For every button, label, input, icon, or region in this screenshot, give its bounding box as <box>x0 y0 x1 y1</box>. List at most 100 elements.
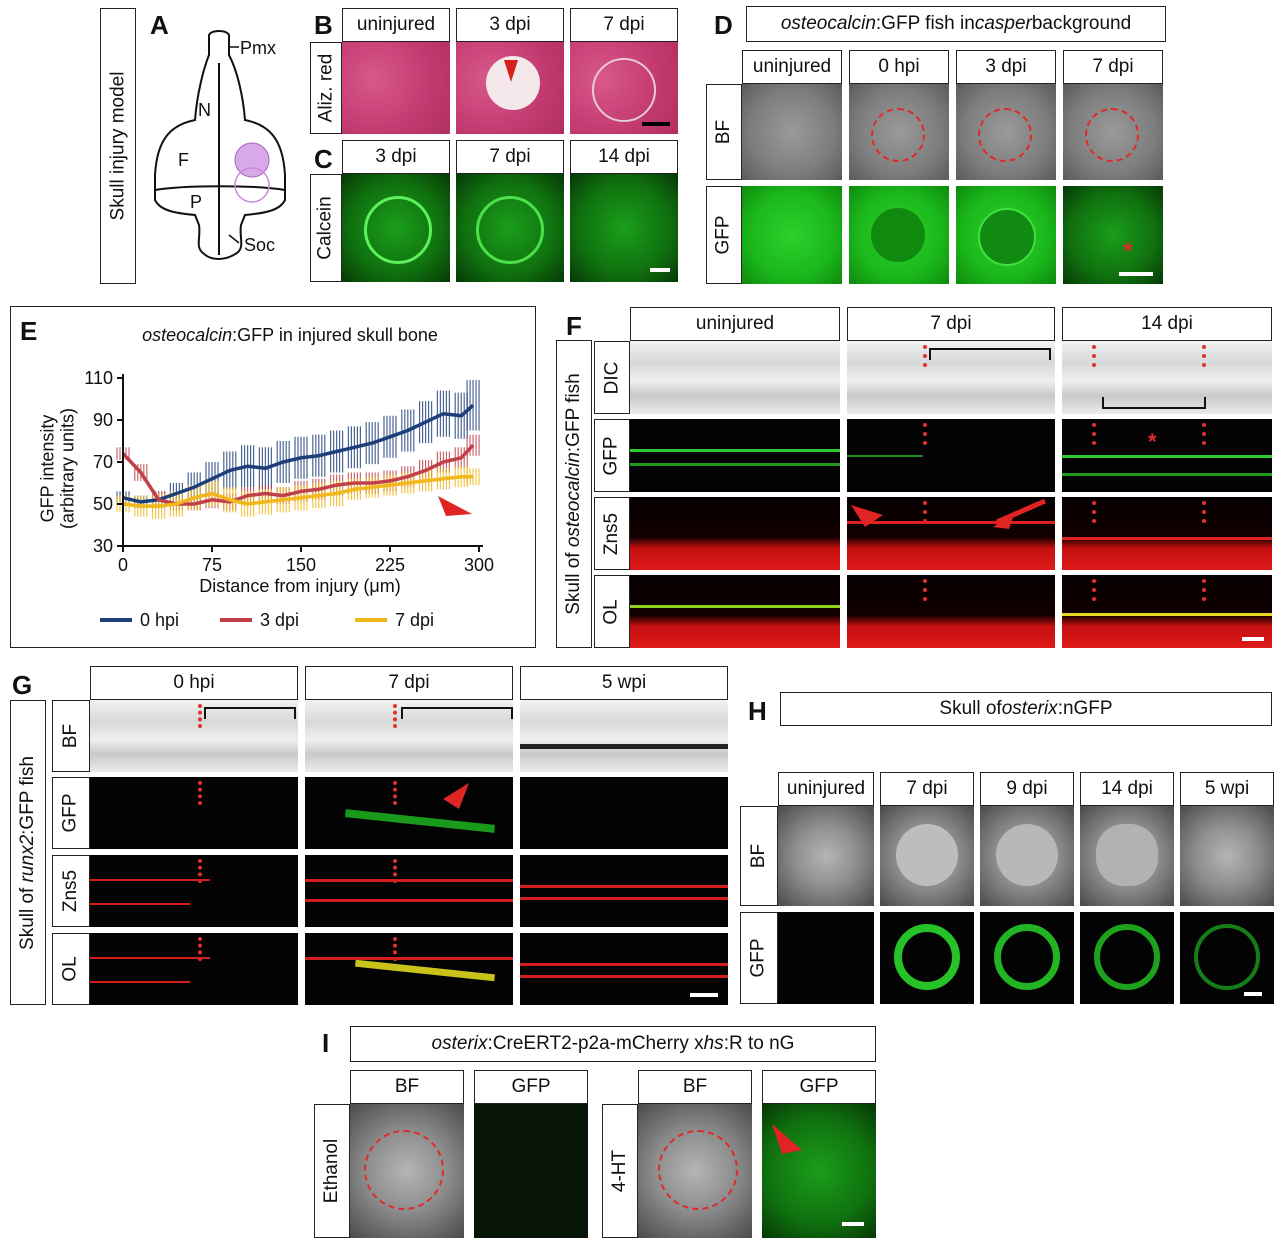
d-asterisk: * <box>1123 238 1133 265</box>
f-ol-7dpi <box>847 575 1055 648</box>
panel-f-col-2: 7 dpi <box>847 307 1055 341</box>
panel-e-letter: E <box>20 316 38 346</box>
panel-c-col-2: 7 dpi <box>456 140 564 174</box>
panel-c-col-3: 14 dpi <box>570 140 678 174</box>
panel-c-row-label: Calcein <box>315 196 336 260</box>
legend: 0 hpi 3 dpi 7 dpi <box>100 610 434 630</box>
f-asterisk: * <box>1148 429 1157 454</box>
chart-ylabel-2: (arbitrary units) <box>57 407 78 530</box>
legend-label: 7 dpi <box>395 610 434 630</box>
d-gfp-0hpi <box>849 186 949 284</box>
panel-i-col-2: GFP <box>474 1070 588 1104</box>
panel-f-side-label: Skull of osteocalcin:GFP fish <box>563 373 584 615</box>
panel-g-row-gfp: GFP <box>52 777 90 849</box>
h-bf-5wpi <box>1180 806 1274 906</box>
panel-f-row-gfp: GFP <box>594 419 630 492</box>
f-zns5-uninjured <box>630 497 840 570</box>
panel-f-side-box: Skull of osteocalcin:GFP fish <box>556 340 592 648</box>
panel-d-col-1: uninjured <box>742 50 842 84</box>
panel-h-title: Skull of osterix:nGFP <box>780 692 1272 726</box>
chart-ylabel: GFP intensity <box>37 414 58 523</box>
x-tick-label: 75 <box>202 555 222 575</box>
x-tick-label: 300 <box>464 555 494 575</box>
panel-g-row-zns5: Zns5 <box>52 855 90 927</box>
panel-g-col-2: 7 dpi <box>305 666 513 700</box>
i-gfp-ethanol <box>474 1104 588 1238</box>
panel-g-side-box: Skull of runx2:GFP fish <box>10 700 46 1005</box>
i-gfp-4ht <box>762 1104 876 1238</box>
panel-d-letter: D <box>714 10 733 40</box>
d-gfp-7dpi: * <box>1063 186 1163 284</box>
d-gfp-3dpi <box>956 186 1056 284</box>
f-scale-bar <box>1242 637 1264 641</box>
label-n: N <box>198 100 211 120</box>
panel-h-col-2: 7 dpi <box>880 772 974 806</box>
d-bf-uninjured <box>742 84 842 180</box>
h-bf-uninjured <box>778 806 874 906</box>
label-soc: Soc <box>244 235 276 255</box>
b-img-3dpi <box>456 42 564 134</box>
i-bf-ethanol <box>350 1104 464 1238</box>
g-ol-5wpi <box>520 933 728 1005</box>
g-bf-5wpi <box>520 700 728 772</box>
h-gfp-uninjured <box>778 912 874 1004</box>
f-gfp-7dpi <box>847 419 1055 492</box>
panel-b-col-3: 7 dpi <box>570 8 678 42</box>
series-line <box>122 403 475 504</box>
tick-labels: 30 50 70 90 110 0 75 150 225 300 <box>84 368 494 575</box>
g-zns5-0hpi <box>90 855 298 927</box>
y-tick-label: 90 <box>93 410 113 430</box>
g-bf-0hpi <box>90 700 298 772</box>
d-gfp-uninjured <box>742 186 842 284</box>
b-img-7dpi <box>570 42 678 134</box>
f-gfp-uninjured <box>630 419 840 492</box>
h-gfp-7dpi <box>880 912 974 1004</box>
d-bf-3dpi <box>956 84 1056 180</box>
panel-f-row-zns5: Zns5 <box>594 497 630 570</box>
i-scale-bar <box>842 1222 864 1226</box>
panel-h-letter: H <box>748 696 767 726</box>
g-ol-7dpi <box>305 933 513 1005</box>
label-p: P <box>190 192 203 212</box>
g-bf-7dpi <box>305 700 513 772</box>
y-tick-label: 110 <box>84 368 113 388</box>
h-bf-7dpi <box>880 806 974 906</box>
f-ol-uninjured <box>630 575 840 648</box>
legend-label: 3 dpi <box>260 610 299 630</box>
panel-g-row-ol: OL <box>52 933 90 1005</box>
c-img-3dpi <box>342 174 450 282</box>
b-arrowhead <box>504 60 518 82</box>
skull-diagram <box>154 30 286 260</box>
f-dic-uninjured <box>630 341 840 414</box>
b-img-uninjured <box>342 42 450 134</box>
panel-h-col-3: 9 dpi <box>980 772 1074 806</box>
axes <box>117 374 483 552</box>
panel-f-row-ol: OL <box>594 575 630 648</box>
panel-d-title: osteocalcin:GFP fish in casper backgroun… <box>746 6 1166 42</box>
panel-a-letter: A <box>150 10 169 40</box>
panel-d-row-bf-box: BF <box>706 84 742 180</box>
panel-a-side-label: Skull injury model <box>107 71 128 221</box>
panel-i-col-1: BF <box>350 1070 464 1104</box>
panel-c-row-box: Calcein <box>310 174 342 282</box>
series-line <box>121 444 475 506</box>
panel-f-col-1: uninjured <box>630 307 840 341</box>
b-healing-ring <box>592 58 656 122</box>
g-arrowhead <box>443 783 469 809</box>
panel-d-col-2: 0 hpi <box>849 50 949 84</box>
b-scale-bar <box>642 122 670 126</box>
f-dic-7dpi <box>847 341 1055 414</box>
panel-e-frame <box>10 306 536 648</box>
i-arrowhead <box>772 1124 802 1154</box>
h-bf-9dpi <box>980 806 1074 906</box>
label-pmx: Pmx <box>240 38 276 58</box>
c-img-14dpi <box>570 174 678 282</box>
panel-h-col-4: 14 dpi <box>1080 772 1174 806</box>
panel-h-row-bf: BF <box>740 806 778 906</box>
panel-f-row-dic: DIC <box>594 341 630 414</box>
panel-f-letter: F <box>566 311 582 341</box>
chart-title: osteocalcin:GFP in injured skull bone <box>142 325 438 345</box>
series-lines <box>121 403 475 508</box>
e-arrowhead <box>438 496 472 516</box>
h-gfp-9dpi <box>980 912 1074 1004</box>
